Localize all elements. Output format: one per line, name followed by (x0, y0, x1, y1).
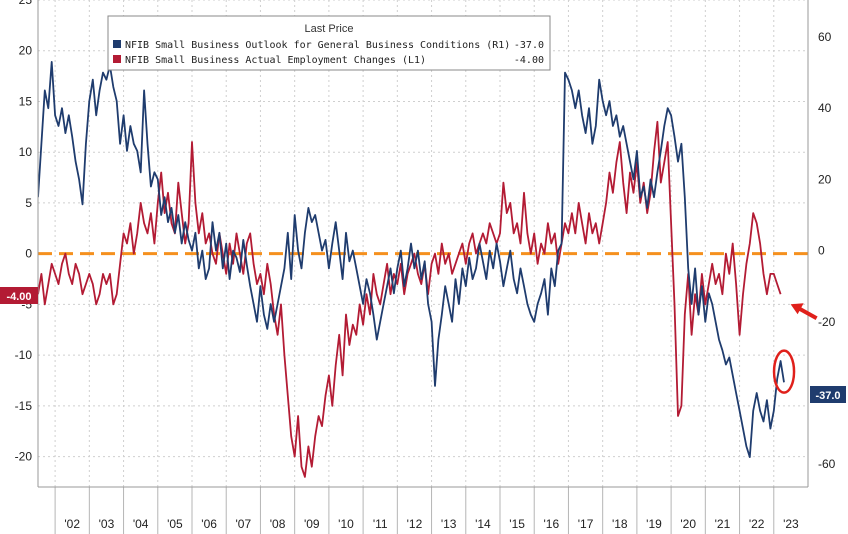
x-tick-label: '06 (201, 517, 217, 531)
right-tag-box (810, 386, 846, 403)
legend-title: Last Price (305, 23, 354, 35)
left-tick-label: 20 (19, 44, 33, 58)
left-tick-label: 25 (19, 0, 33, 7)
x-tick-label: '15 (509, 517, 525, 531)
right-tick-label: -20 (818, 315, 836, 329)
x-tick-label: '16 (544, 517, 560, 531)
right-last-value-tag: -37.0 (810, 386, 846, 403)
employment-changes-line (38, 120, 782, 478)
x-tick-label: '17 (578, 517, 594, 531)
right-tick-label: 0 (818, 244, 825, 258)
x-tick-label: '18 (612, 517, 628, 531)
x-tick-label: '23 (783, 517, 799, 531)
highlight-circle (772, 349, 796, 394)
right-tick-label: 40 (818, 101, 832, 115)
left-tick-label: -20 (15, 450, 33, 464)
series-lines (38, 61, 785, 478)
legend-label-employment: NFIB Small Business Actual Employment Ch… (125, 55, 426, 66)
axes: 2520151050-5-10-15-206040200-20-40-60'02… (15, 0, 836, 534)
x-tick-label: '09 (304, 517, 320, 531)
x-tick-label: '20 (680, 517, 696, 531)
x-tick-label: '12 (407, 517, 423, 531)
legend-swatch-outlook (113, 40, 121, 48)
right-tick-label: 60 (818, 30, 832, 44)
x-tick-label: '05 (167, 517, 183, 531)
left-tick-label: 5 (25, 196, 32, 210)
left-tag-text: -4.00 (6, 291, 31, 303)
x-tick-label: '03 (99, 517, 115, 531)
annotations (772, 303, 818, 394)
x-tick-label: '14 (475, 517, 491, 531)
x-tick-label: '11 (373, 517, 388, 531)
left-tick-label: -10 (15, 348, 33, 362)
left-tick-label: -5 (21, 297, 32, 311)
left-last-value-tag: -4.00 (0, 287, 38, 304)
x-tick-label: '19 (646, 517, 662, 531)
legend-last-employment: -4.00 (514, 55, 544, 66)
x-tick-label: '13 (441, 517, 457, 531)
legend-label-outlook: NFIB Small Business Outlook for General … (125, 40, 510, 51)
legend: Last Price NFIB Small Business Outlook f… (107, 15, 551, 71)
x-tick-label: '21 (715, 517, 731, 531)
right-tick-label: 20 (818, 172, 832, 186)
left-tick-label: 0 (25, 247, 32, 261)
legend-box (107, 15, 551, 71)
legend-swatch-employment (113, 55, 121, 63)
x-tick-label: '22 (749, 517, 765, 531)
left-tag-box (0, 287, 38, 304)
business-outlook-line (38, 61, 785, 458)
right-tick-label: -60 (818, 457, 836, 471)
x-tick-label: '02 (64, 517, 80, 531)
left-tick-label: 15 (19, 94, 33, 108)
x-tick-label: '07 (236, 517, 252, 531)
x-tick-label: '08 (270, 517, 286, 531)
x-tick-label: '04 (133, 517, 149, 531)
legend-last-outlook: -37.0 (514, 40, 544, 51)
annotation-arrow-shaft (797, 306, 818, 320)
x-tick-label: '10 (338, 517, 354, 531)
right-tag-text: -37.0 (815, 390, 840, 402)
left-tick-label: -15 (15, 399, 33, 413)
left-tick-label: 10 (19, 145, 33, 159)
annotation-arrow-head (790, 303, 804, 315)
